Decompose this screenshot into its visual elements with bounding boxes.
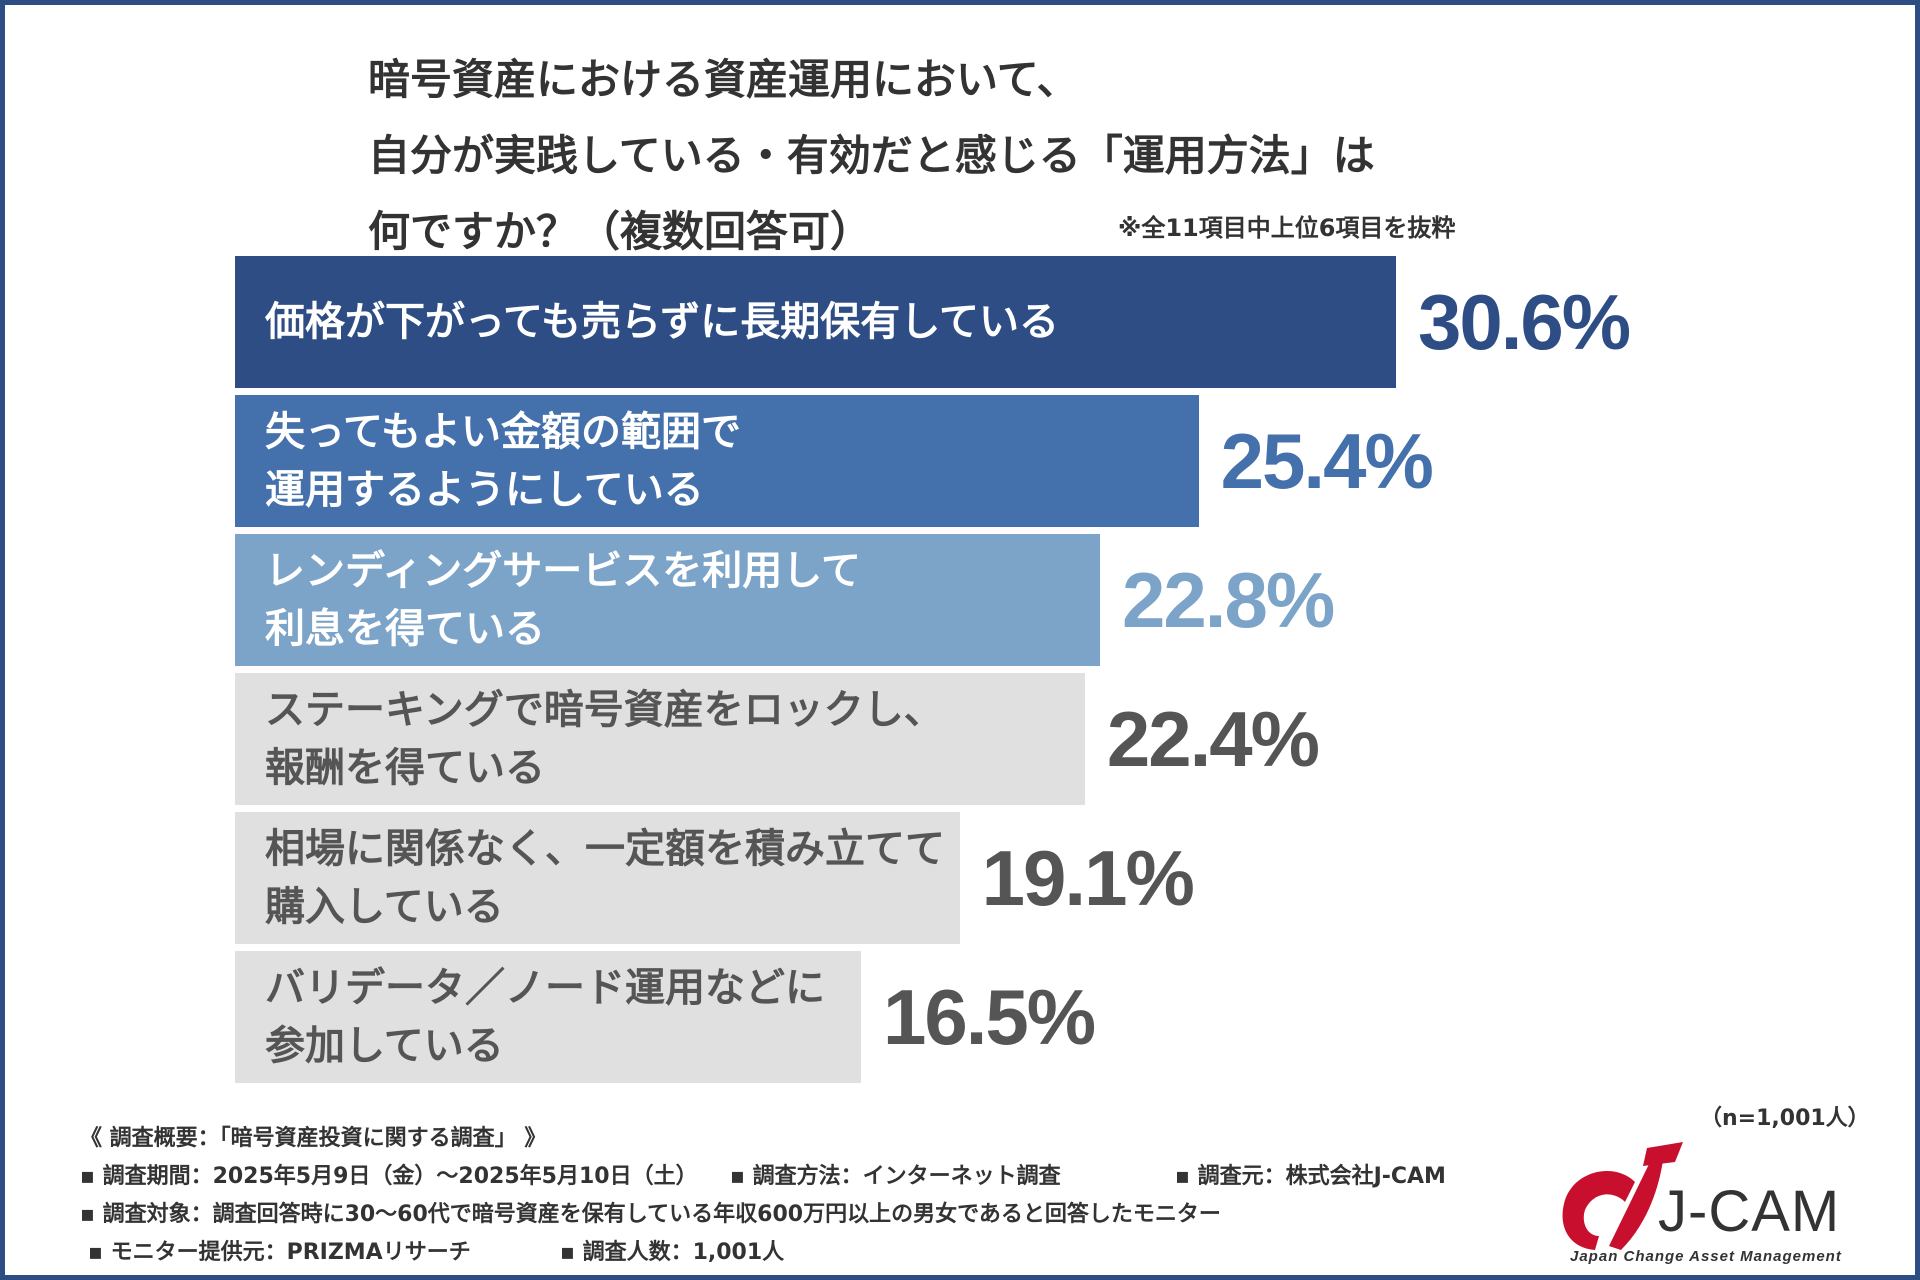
bar-label-line: 運用するようにしている — [265, 467, 704, 513]
survey-count: ▪ 調査人数：1,001人 — [560, 1240, 785, 1265]
bar-label-line: ステーキングで暗号資産をロックし、 — [265, 687, 944, 733]
bar-label-line: 失ってもよい金額の範囲で — [265, 409, 741, 455]
bar-2: 失ってもよい金額の範囲で 運用するようにしている — [235, 395, 1199, 527]
value-label: 25.4% — [1220, 416, 1434, 505]
survey-heading: 《 調査概要：「暗号資産投資に関する調査」 》 — [80, 1126, 547, 1151]
title-line-1: 暗号資産における資産運用において、 — [368, 55, 1079, 104]
value-label: 22.4% — [1106, 694, 1320, 783]
bar-1: 価格が下がっても売らずに長期保有している — [235, 256, 1396, 388]
bar-4: ステーキングで暗号資産をロックし、 報酬を得ている — [235, 673, 1085, 805]
value-label: 22.8% — [1122, 555, 1335, 644]
bar-label-line: 報酬を得ている — [265, 745, 545, 791]
j-cam-logo-mark — [1562, 1142, 1683, 1250]
survey-target: ▪ 調査対象：調査回答時に30〜60代で暗号資産を保有している年収600万円以上… — [80, 1202, 1221, 1227]
survey-method: ▪ 調査方法：インターネット調査 — [730, 1164, 1061, 1189]
bar-label-line: 相場に関係なく、一定額を積み立てて — [265, 826, 945, 872]
chart-note: ※全11項目中上位6項目を抜粋 — [1118, 214, 1456, 242]
bar-6: バリデータ／ノード運用などに 参加している — [235, 951, 861, 1083]
survey-source: ▪ 調査元：株式会社J-CAM — [1175, 1164, 1446, 1189]
title-line-3: 何ですか？（複数回答可） — [368, 207, 873, 256]
bar-label-line: バリデータ／ノード運用などに — [265, 965, 825, 1011]
logo-name: J-CAM — [1658, 1179, 1841, 1244]
survey-provider: ▪ モニター提供元：PRIZMAリサーチ — [88, 1240, 471, 1265]
chart-title: 暗号資産における資産運用において、 自分が実践している・有効だと感じる「運用方法… — [368, 42, 1375, 270]
bar-label-line: 購入している — [265, 884, 504, 930]
bar-3: レンディングサービスを利用して 利息を得ている — [235, 534, 1101, 666]
bar-5: 相場に関係なく、一定額を積み立てて 購入している — [235, 812, 960, 944]
bar-label-line: レンディングサービスを利用して — [265, 548, 861, 594]
value-label: 16.5% — [883, 972, 1096, 1061]
bar-label-line: 価格が下がっても売らずに長期保有している — [265, 299, 1059, 345]
survey-period: ▪ 調査期間：2025年5月9日（金）〜2025年5月10日（土） — [80, 1164, 698, 1189]
bar-label-line: 利息を得ている — [265, 606, 545, 652]
sample-size: （n=1,001人） — [1700, 1106, 1870, 1131]
value-label: 30.6% — [1417, 277, 1631, 366]
bar-label-line: 参加している — [265, 1023, 504, 1069]
value-label: 19.1% — [981, 833, 1195, 922]
title-line-2: 自分が実践している・有効だと感じる「運用方法」は — [368, 131, 1375, 180]
logo-tagline: Japan Change Asset Management — [1570, 1248, 1842, 1265]
